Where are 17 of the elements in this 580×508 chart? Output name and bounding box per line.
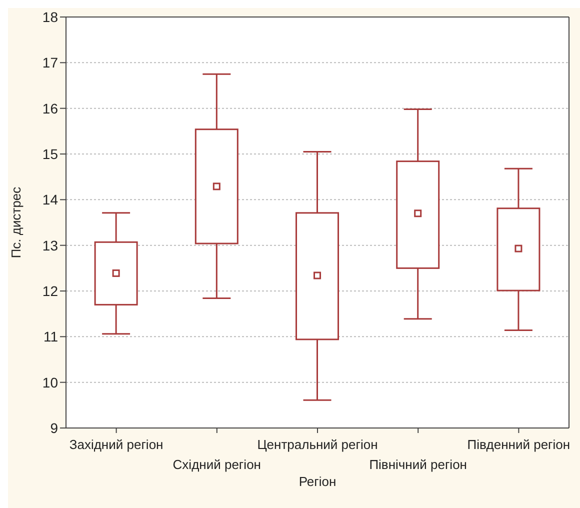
y-tick-label: 16 xyxy=(42,100,58,116)
y-tick-label: 9 xyxy=(50,420,58,436)
y-tick-label: 10 xyxy=(42,374,58,390)
x-axis-title: Регіон xyxy=(298,474,336,489)
y-tick-label: 14 xyxy=(42,192,58,208)
x-tick-label: Центральний регіон xyxy=(257,437,378,452)
x-tick-label: Західний регіон xyxy=(69,437,164,452)
x-tick-label: Південний регіон xyxy=(467,437,570,452)
y-tick-label: 18 xyxy=(42,8,58,25)
y-tick-label: 13 xyxy=(42,237,58,254)
y-tick-label: 11 xyxy=(43,328,58,345)
x-tick-label: Східний регіон xyxy=(172,457,261,472)
y-tick-label: 12 xyxy=(42,282,58,299)
y-tick-label: 15 xyxy=(42,146,58,162)
y-axis-title: Пс. дистрес xyxy=(8,186,24,258)
y-tick-label: 17 xyxy=(42,54,58,71)
x-tick-label: Північний регіон xyxy=(369,457,467,472)
